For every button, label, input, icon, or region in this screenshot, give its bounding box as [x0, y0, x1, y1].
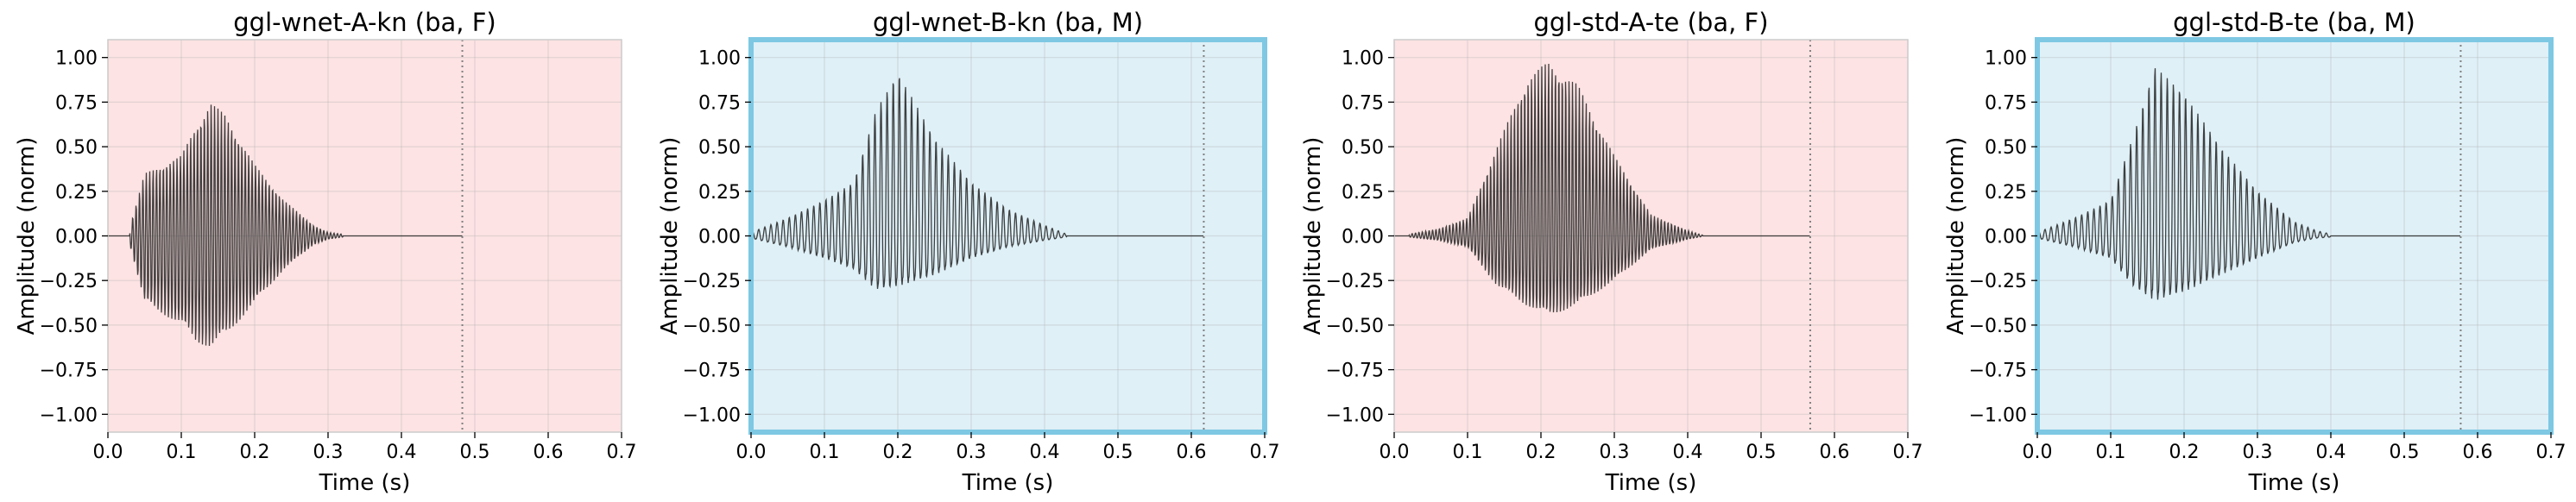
y-tick-label: 0.75 [1342, 92, 1384, 114]
chart-title: ggl-std-B-te (ba, M) [2173, 8, 2415, 37]
x-tick-label: 0.3 [313, 442, 344, 463]
y-tick-label: 1.00 [1342, 48, 1384, 70]
y-tick-label: −0.25 [683, 271, 741, 292]
x-tick-label: 0.4 [1673, 442, 1703, 463]
x-tick-label: 0.3 [2243, 442, 2273, 463]
x-tick-label: 0.1 [167, 442, 197, 463]
x-tick-label: 0.3 [957, 442, 987, 463]
x-tick-label: 0.1 [810, 442, 840, 463]
x-tick-label: 0.4 [2316, 442, 2346, 463]
y-tick-label: 0.75 [1985, 92, 2027, 114]
y-tick-label: 0.50 [1985, 137, 2027, 159]
y-tick-label: −0.75 [683, 361, 741, 382]
y-axis-label: Amplitude (norm) [657, 137, 683, 336]
y-tick-label: 0.50 [698, 137, 741, 159]
chart-title: ggl-std-A-te (ba, F) [1533, 8, 1768, 37]
y-tick-label: −1.00 [40, 405, 98, 426]
subplot-4: 0.0 0.1 0.2 0.3 0.4 0.5 0.6 0.7 1.00 0.75 0.50 0.25… [1943, 8, 2567, 496]
x-tick-label: 0.6 [1177, 442, 1207, 463]
y-tick-label: −0.50 [1326, 316, 1384, 337]
y-axis-label: Amplitude (norm) [1943, 137, 1969, 336]
subplot-3: 0.0 0.1 0.2 0.3 0.4 0.5 0.6 0.7 1.00 0.75 0.50 0.25… [1300, 8, 1923, 496]
y-tick-label: 0.50 [55, 137, 98, 159]
y-tick-label: 1.00 [55, 48, 98, 70]
x-tick-label: 0.3 [1600, 442, 1630, 463]
waveform-line [108, 104, 463, 346]
x-tick-label: 0.0 [93, 442, 123, 463]
y-tick-label: −0.25 [1326, 271, 1384, 292]
y-axis-label: Amplitude (norm) [1300, 137, 1326, 336]
y-tick-label: −0.75 [40, 361, 98, 382]
y-tick-label: −0.50 [40, 316, 98, 337]
y-tick-label: 0.25 [698, 182, 741, 204]
x-tick-label: 0.7 [2536, 442, 2567, 463]
y-tick-label: −1.00 [1326, 405, 1384, 426]
waveform-line [750, 78, 1203, 289]
x-axis-label: Time (s) [962, 470, 1054, 496]
x-tick-label: 0.2 [240, 442, 270, 463]
y-tick-label: 1.00 [1985, 48, 2027, 70]
y-tick-label: 0.00 [55, 227, 98, 248]
chart-title: ggl-wnet-A-kn (ba, F) [233, 8, 496, 37]
y-tick-label: −0.75 [1326, 361, 1384, 382]
y-tick-label: 0.00 [1342, 227, 1384, 248]
x-tick-label: 0.4 [387, 442, 417, 463]
y-tick-label: −0.25 [1969, 271, 2027, 292]
waveform-line [2036, 68, 2460, 300]
y-tick-label: 0.50 [1342, 137, 1384, 159]
y-tick-label: 0.00 [1985, 227, 2027, 248]
y-tick-label: 0.00 [698, 227, 741, 248]
x-tick-label: 0.0 [1380, 442, 1410, 463]
y-tick-label: −0.75 [1969, 361, 2027, 382]
y-tick-label: −1.00 [683, 405, 741, 426]
y-axis-label: Amplitude (norm) [14, 137, 40, 336]
x-tick-label: 0.6 [1820, 442, 1850, 463]
x-axis-label: Time (s) [2248, 470, 2340, 496]
x-tick-label: 0.5 [460, 442, 490, 463]
y-tick-label: −0.50 [683, 316, 741, 337]
y-tick-label: 0.25 [1342, 182, 1384, 204]
x-tick-label: 0.5 [2390, 442, 2420, 463]
x-tick-label: 0.4 [1030, 442, 1060, 463]
x-axis-label: Time (s) [1605, 470, 1697, 496]
x-tick-label: 0.7 [1893, 442, 1923, 463]
waveform-line [1394, 64, 1810, 313]
x-tick-label: 0.7 [607, 442, 637, 463]
x-tick-label: 0.1 [2096, 442, 2126, 463]
x-tick-label: 0.2 [1526, 442, 1556, 463]
y-tick-label: 0.75 [55, 92, 98, 114]
x-tick-label: 0.6 [2463, 442, 2493, 463]
x-tick-label: 0.0 [736, 442, 767, 463]
x-tick-label: 0.2 [883, 442, 913, 463]
y-tick-label: 0.25 [55, 182, 98, 204]
x-axis-label: Time (s) [319, 470, 411, 496]
x-tick-label: 0.5 [1746, 442, 1777, 463]
x-tick-label: 0.6 [534, 442, 564, 463]
x-tick-label: 0.2 [2169, 442, 2200, 463]
y-tick-label: −0.50 [1969, 316, 2027, 337]
y-tick-label: −0.25 [40, 271, 98, 292]
y-tick-label: 1.00 [698, 48, 741, 70]
x-tick-label: 0.5 [1103, 442, 1133, 463]
y-tick-label: −1.00 [1969, 405, 2027, 426]
x-tick-label: 0.1 [1453, 442, 1483, 463]
subplot-2: 0.0 0.1 0.2 0.3 0.4 0.5 0.6 0.7 1.00 0.75 0.50 0.25… [657, 8, 1280, 496]
x-tick-label: 0.7 [1250, 442, 1280, 463]
chart-title: ggl-wnet-B-kn (ba, M) [873, 8, 1143, 37]
y-tick-label: 0.25 [1985, 182, 2027, 204]
y-tick-label: 0.75 [698, 92, 741, 114]
x-tick-label: 0.0 [2023, 442, 2053, 463]
subplot-1: 0.0 0.1 0.2 0.3 0.4 0.5 0.6 0.7 1.00 0.75 0.50 0.25… [14, 8, 637, 496]
